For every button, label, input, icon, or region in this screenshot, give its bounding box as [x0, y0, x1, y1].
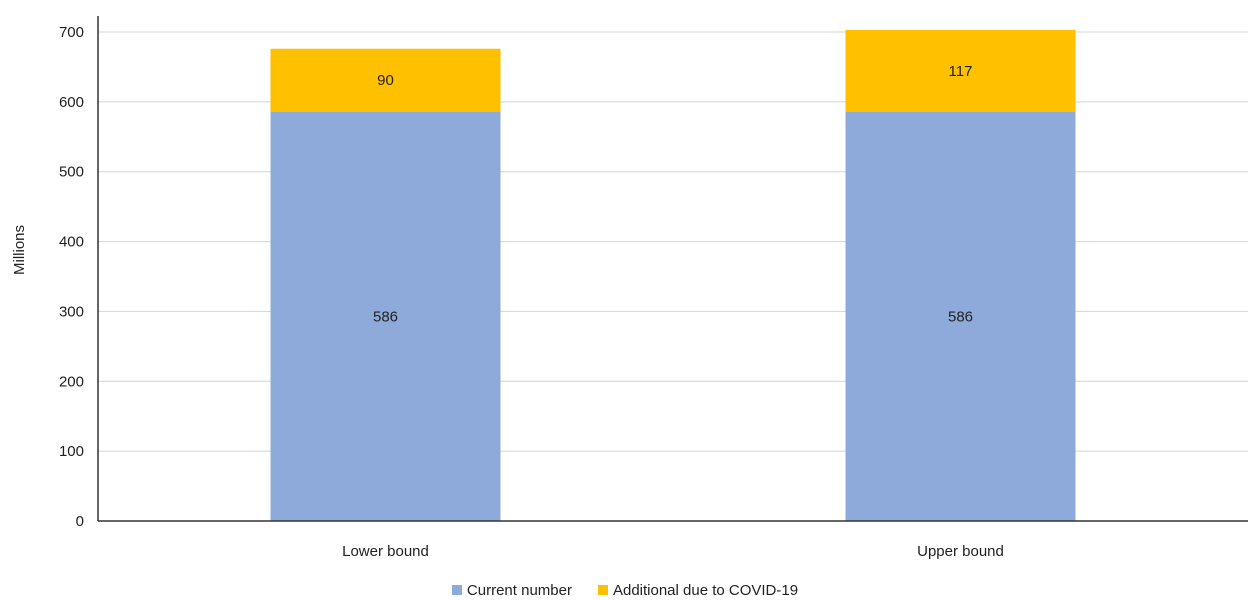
bars: [270, 29, 1076, 521]
y-tick-label: 100: [59, 443, 84, 460]
legend-label-current: Current number: [466, 581, 572, 599]
legend-label-additional: Additional due to COVID-19: [612, 581, 799, 599]
y-tick-label: 0: [76, 513, 84, 530]
y-tick-label: 300: [59, 303, 84, 320]
stacked-bar-chart: 586 90 586 117 0 100 200 300 400 500 600 700 Lower…: [11, 16, 1248, 560]
y-tick-label: 600: [59, 94, 84, 111]
bar-upper-bound-series-1: [845, 29, 1076, 112]
data-label: 117: [949, 63, 973, 80]
y-tick-labels: 0 100 200 300 400 500 600 700: [59, 24, 84, 530]
legend-item-additional: Additional due to COVID-19: [597, 581, 799, 599]
data-labels: 586 90 586 117: [373, 63, 973, 326]
data-label: 586: [948, 308, 973, 325]
y-axis-title: Millions: [11, 225, 28, 275]
legend-swatch-additional: [597, 585, 608, 595]
bar-upper-bound-series-0: [845, 111, 1076, 521]
data-label: 90: [377, 72, 394, 89]
y-tick-label: 200: [59, 373, 84, 390]
x-tick-labels: Lower bound Upper bound: [342, 543, 1004, 560]
y-tick-label: 700: [59, 24, 84, 41]
data-label: 586: [373, 308, 398, 325]
y-tick-label: 400: [59, 234, 84, 251]
legend: Current number Additional due to COVID-1…: [0, 580, 1250, 600]
y-tick-label: 500: [59, 164, 84, 181]
bar-lower-bound-series-1: [270, 48, 501, 112]
legend-swatch-current: [451, 585, 462, 595]
legend-item-current: Current number: [451, 581, 572, 599]
x-tick-label: Upper bound: [917, 543, 1004, 560]
bar-lower-bound-series-0: [270, 111, 501, 521]
x-tick-label: Lower bound: [342, 543, 429, 560]
